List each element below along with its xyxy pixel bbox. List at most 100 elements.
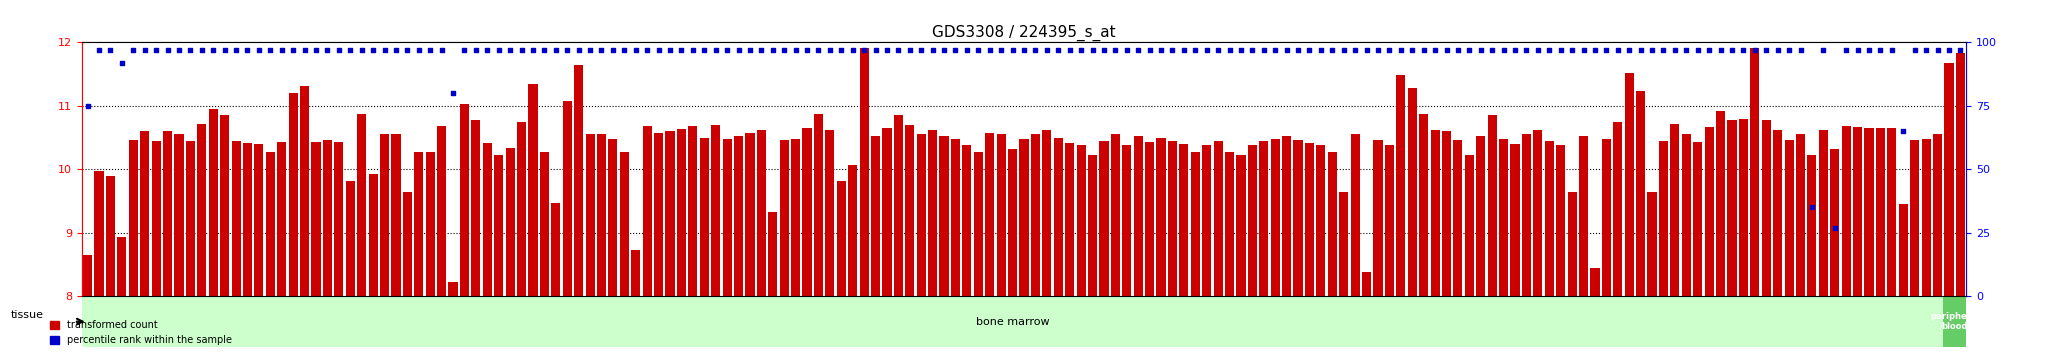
Bar [1499,139,1507,296]
Point [1180,47,1212,53]
Bar [1511,144,1520,296]
Bar [1270,139,1280,296]
Bar [700,138,709,296]
Bar [1419,114,1427,296]
Bar [1145,142,1155,296]
Bar [963,145,971,296]
Bar [516,122,526,296]
Bar [506,148,514,296]
Bar [563,101,571,296]
Point [152,47,184,53]
Point [928,47,961,53]
Point [94,47,127,53]
Text: tissue: tissue [10,310,43,320]
Point [1716,47,1749,53]
Bar [1898,204,1909,296]
Bar [1671,124,1679,296]
Bar [1888,128,1896,296]
Point [1430,47,1462,53]
Bar [1761,120,1772,296]
Bar [381,135,389,296]
Bar [928,130,938,296]
Point [369,47,401,53]
Point [1237,47,1270,53]
Point [1065,47,1098,53]
Bar [1305,143,1315,296]
Bar [494,155,504,296]
Point [1774,47,1806,53]
Point [1477,47,1509,53]
Point [848,47,881,53]
Bar [1659,141,1667,296]
Point [676,47,709,53]
Point [1876,47,1909,53]
Bar [186,141,195,296]
Point [1133,47,1165,53]
Bar [334,142,344,296]
Bar [1362,272,1372,296]
Bar [745,132,754,296]
Point [1339,47,1372,53]
Bar [244,143,252,296]
Bar [1716,111,1724,296]
Bar [573,65,584,296]
Point [1042,47,1075,53]
Bar [541,152,549,296]
Bar [1636,91,1645,296]
Bar [723,139,731,296]
Point [414,47,446,53]
Point [459,47,492,53]
Bar [780,139,788,296]
Bar [1544,141,1554,296]
Bar [483,143,492,296]
Bar [1407,88,1417,296]
Bar [1384,145,1395,296]
Bar [1110,135,1120,296]
Point [117,47,150,53]
Point [1829,47,1862,53]
Bar [1065,143,1075,296]
Bar [1591,268,1599,296]
Point [72,103,104,109]
Bar [653,133,664,296]
Point [803,47,836,53]
Bar [1202,145,1210,296]
Bar [1008,149,1018,296]
Bar [870,136,881,296]
Bar [461,104,469,296]
Bar [893,115,903,296]
Point [1784,47,1817,53]
Bar [1784,139,1794,296]
Bar [883,128,891,296]
Point [1155,47,1188,53]
Point [1464,47,1497,53]
Bar [369,175,377,296]
Point [688,47,721,53]
Bar [1522,135,1532,296]
Bar [1647,192,1657,296]
Point [1020,47,1053,53]
Bar [676,129,686,296]
Bar [1397,75,1405,296]
Point [618,47,651,53]
Bar [1294,139,1303,296]
Point [1145,47,1178,53]
Point [1602,47,1634,53]
Point [1556,47,1589,53]
Point [1110,47,1143,53]
Bar [311,142,322,296]
Bar [1237,155,1245,296]
Point [449,47,481,53]
Point [106,60,139,65]
Point [778,47,811,53]
Point [1452,47,1485,53]
Point [1260,47,1292,53]
Point [139,47,172,53]
Bar [803,128,811,296]
Bar [768,212,778,296]
Bar [1806,155,1817,296]
Bar [1053,138,1063,296]
Point [197,47,229,53]
Bar [1911,139,1919,296]
Point [666,47,698,53]
